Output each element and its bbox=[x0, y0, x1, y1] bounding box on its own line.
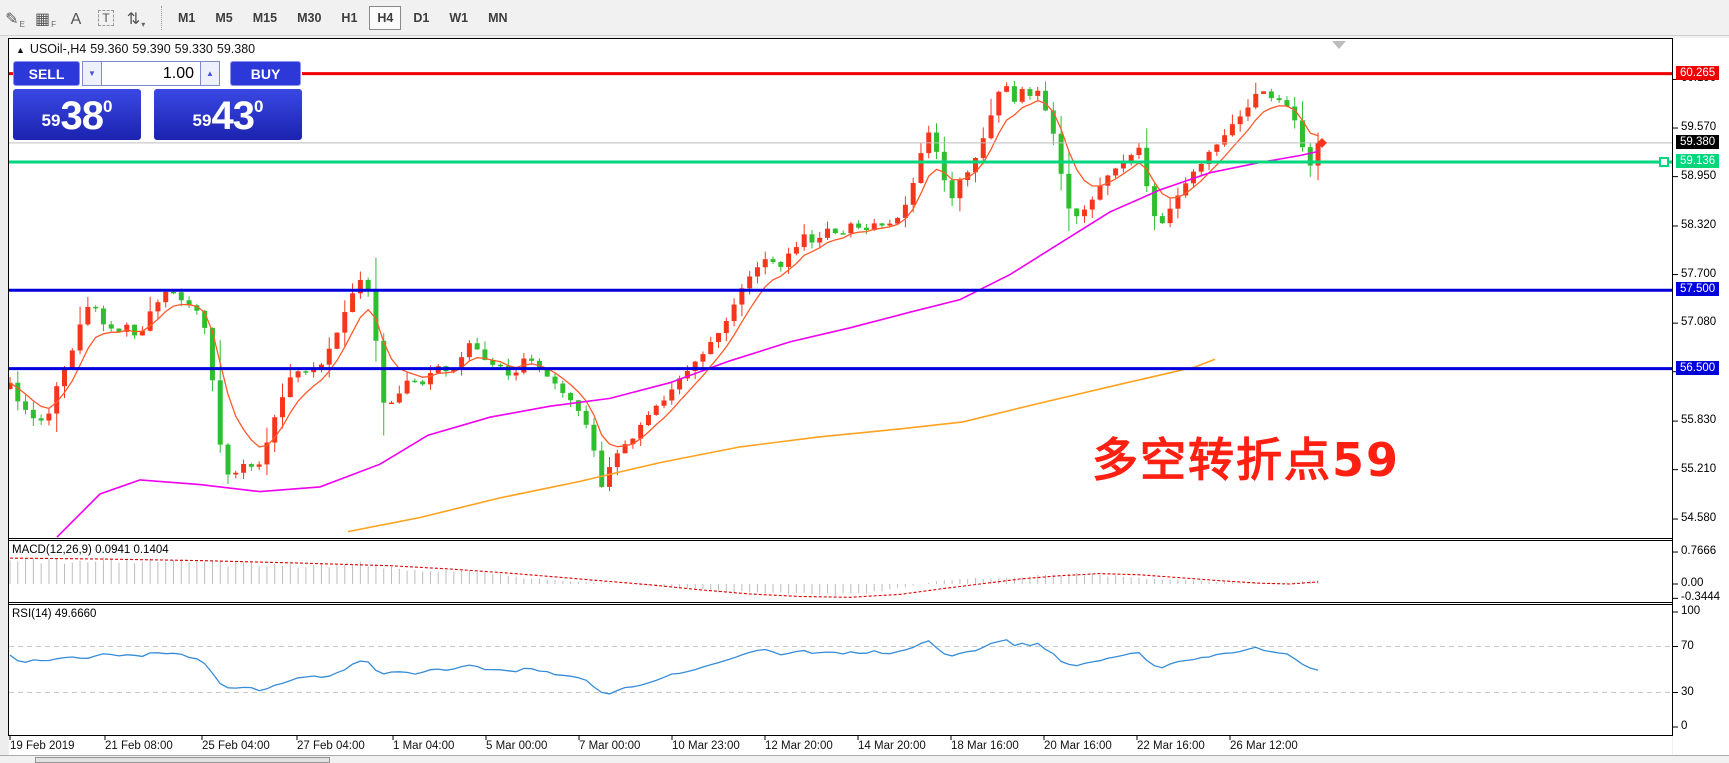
chart-shift-marker-icon bbox=[1332, 41, 1346, 49]
time-axis-label: 21 Feb 08:00 bbox=[105, 740, 173, 752]
rsi-label: RSI(14) 49.6660 bbox=[12, 608, 97, 620]
timeframe-button-M1[interactable]: M1 bbox=[178, 10, 196, 25]
price-tick-label: 58.950 bbox=[1681, 169, 1717, 182]
sell-price-main: 59 bbox=[41, 111, 61, 130]
time-axis-label: 27 Feb 04:00 bbox=[297, 740, 365, 752]
buy-button[interactable]: BUY bbox=[230, 61, 301, 86]
buy-price-fraction: 0 bbox=[253, 97, 264, 116]
macd-scale-label: 0.00 bbox=[1681, 577, 1704, 589]
buy-price-main: 59 bbox=[192, 111, 212, 130]
chevron-down-icon: ▼ bbox=[88, 69, 96, 78]
timeframe-button-D1[interactable]: D1 bbox=[413, 10, 430, 25]
timeframe-button-H4[interactable]: H4 bbox=[369, 5, 402, 30]
sell-price-fraction: 0 bbox=[102, 97, 113, 116]
time-axis-label: 20 Mar 16:00 bbox=[1044, 740, 1112, 752]
sell-button[interactable]: SELL bbox=[13, 61, 80, 86]
ohlc-high: 59.390 bbox=[132, 42, 171, 56]
text-box-tool-icon[interactable]: T bbox=[93, 5, 119, 31]
macd-label: MACD(12,26,9) 0.0941 0.1404 bbox=[12, 544, 169, 556]
volume-decrement-button[interactable]: ▼ bbox=[82, 61, 102, 86]
workspace-left-edge bbox=[0, 36, 8, 763]
time-axis-label: 19 Feb 2019 bbox=[10, 740, 75, 752]
time-axis-label: 26 Mar 12:00 bbox=[1230, 740, 1298, 752]
macd-scale-label: -0.3444 bbox=[1681, 591, 1721, 604]
time-axis-label: 18 Mar 16:00 bbox=[951, 740, 1019, 752]
volume-increment-button[interactable]: ▲ bbox=[200, 61, 220, 86]
ohlc-close: 59.380 bbox=[216, 42, 256, 56]
time-axis-label: 25 Feb 04:00 bbox=[202, 740, 270, 752]
price-tick-label: 54.580 bbox=[1681, 512, 1717, 525]
price-tick-label: 58.320 bbox=[1681, 218, 1717, 231]
timeframe-button-W1[interactable]: W1 bbox=[449, 10, 469, 25]
sell-price-button[interactable]: 59 38 0 bbox=[13, 89, 141, 140]
rsi-scale-label: 100 bbox=[1681, 605, 1701, 617]
time-axis-label: 14 Mar 20:00 bbox=[858, 740, 926, 752]
time-axis-label: 22 Mar 16:00 bbox=[1137, 740, 1205, 752]
drawing-tools-group: ✎ E ▦ F A T ⇅ ▾ bbox=[0, 5, 151, 31]
macd-scale-label: 0.7666 bbox=[1681, 545, 1717, 558]
price-badge-59.380: 59.380 bbox=[1676, 134, 1720, 149]
cursor-mode-tool-icon[interactable]: ⇅ ▾ bbox=[126, 10, 146, 29]
text-label-tool-icon[interactable]: A bbox=[70, 10, 82, 28]
chart-header: ▲ USOil-,H4 59.360 59.390 59.330 59.380 bbox=[16, 42, 259, 56]
price-tick-label: 59.570 bbox=[1681, 121, 1717, 134]
one-click-trading-panel: SELL ▼ ▲ BUY 59 38 0 59 43 0 bbox=[13, 61, 302, 140]
time-axis-label: 12 Mar 20:00 bbox=[765, 740, 833, 752]
toolbar-grip[interactable] bbox=[161, 5, 163, 30]
ohlc-low: 59.330 bbox=[174, 42, 213, 56]
rsi-scale-label: 30 bbox=[1681, 685, 1694, 698]
collapse-chart-icon[interactable]: ▲ bbox=[16, 45, 25, 55]
timeframe-button-M15[interactable]: M15 bbox=[252, 10, 278, 25]
chart-background bbox=[9, 39, 1672, 755]
time-axis-label: 7 Mar 00:00 bbox=[579, 740, 641, 752]
ohlc-open: 59.360 bbox=[90, 42, 129, 56]
time-axis-label: 1 Mar 04:00 bbox=[393, 740, 455, 752]
sell-price-pips: 38 bbox=[60, 94, 103, 138]
scrollbar-thumb[interactable] bbox=[35, 757, 330, 763]
volume-input[interactable] bbox=[102, 61, 200, 86]
price-badge-59.136: 59.136 bbox=[1676, 154, 1720, 169]
horizontal-scrollbar[interactable] bbox=[0, 755, 1729, 763]
rsi-scale-label: 70 bbox=[1681, 639, 1694, 652]
rsi-scale-label: 0 bbox=[1681, 720, 1688, 732]
timeframe-button-MN[interactable]: MN bbox=[488, 10, 508, 25]
buy-price-pips: 43 bbox=[211, 94, 254, 138]
price-badge-60.265: 60.265 bbox=[1676, 65, 1720, 80]
price-tick-label: 57.700 bbox=[1681, 267, 1717, 280]
chevron-up-icon: ▲ bbox=[206, 69, 214, 78]
price-badge-56.500: 56.500 bbox=[1676, 360, 1720, 375]
time-axis-label: 10 Mar 23:00 bbox=[672, 740, 740, 752]
price-tick-label: 55.210 bbox=[1681, 462, 1717, 475]
crayon-draw-tool-icon[interactable]: ✎ E bbox=[5, 10, 25, 29]
time-axis-label: 5 Mar 00:00 bbox=[486, 740, 548, 752]
price-tick-label: 57.080 bbox=[1681, 316, 1717, 329]
timeframe-button-H1[interactable]: H1 bbox=[341, 10, 358, 25]
timeframe-button-M5[interactable]: M5 bbox=[215, 10, 233, 25]
timeframe-toolbar: M1 M5 M15 M30 H1 H4 D1 W1 MN bbox=[168, 5, 518, 30]
price-badge-57.500: 57.500 bbox=[1676, 282, 1720, 297]
symbol-period-label: USOil-,H4 bbox=[29, 42, 87, 56]
buy-price-button[interactable]: 59 43 0 bbox=[154, 89, 302, 140]
toolbar: ✎ E ▦ F A T ⇅ ▾ M1 M5 M15 M30 H1 H4 D1 W1 MN bbox=[0, 0, 1729, 36]
timeframe-button-M30[interactable]: M30 bbox=[297, 10, 322, 25]
chart-annotation-text: 多空转折点59 bbox=[1092, 433, 1401, 487]
pattern-fill-tool-icon[interactable]: ▦ F bbox=[35, 10, 57, 29]
price-tick-label: 55.830 bbox=[1681, 414, 1717, 427]
hline-drag-handle[interactable] bbox=[1659, 157, 1669, 168]
